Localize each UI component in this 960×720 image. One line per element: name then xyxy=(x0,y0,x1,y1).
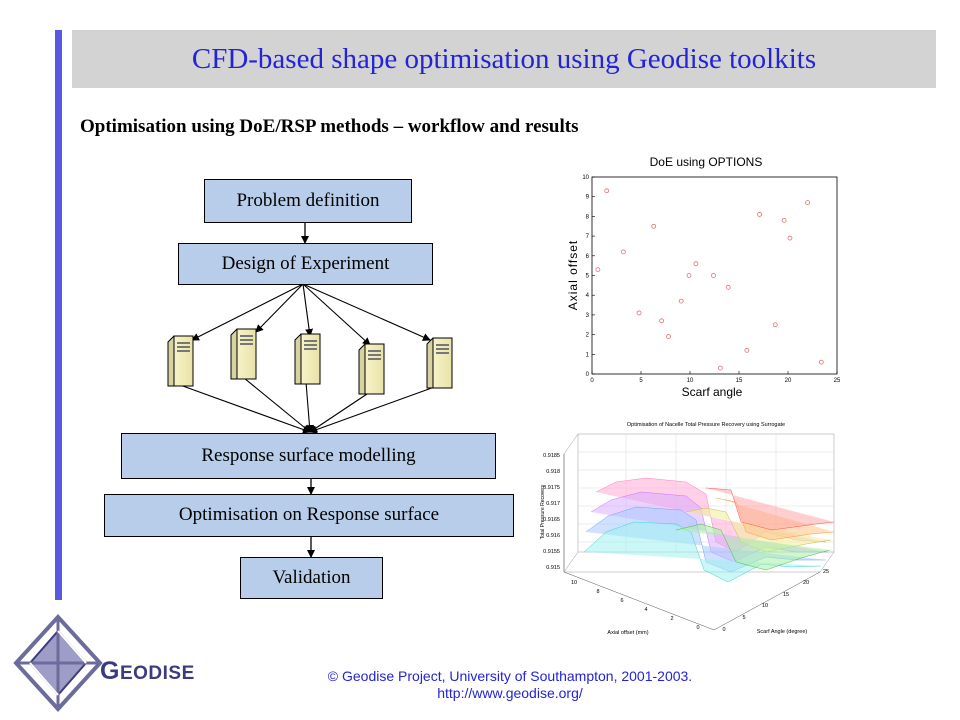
svg-text:0: 0 xyxy=(696,625,699,631)
response-surface-plot: Optimisation of Nacelle Total Pressure R… xyxy=(540,422,835,636)
y-tick-label: 3 xyxy=(586,313,590,319)
geodise-logo-text: GEODISE xyxy=(100,657,195,685)
server-icon xyxy=(230,328,257,380)
y-tick-label: 0 xyxy=(586,372,590,378)
scatter-point xyxy=(651,223,657,229)
slide-title: CFD-based shape optimisation using Geodi… xyxy=(191,43,817,75)
svg-text:0.9185: 0.9185 xyxy=(543,453,560,459)
fanout-lines xyxy=(191,283,431,346)
y-tick-label: 7 xyxy=(586,234,590,240)
svg-text:15: 15 xyxy=(783,592,789,598)
y-tick-label: 1 xyxy=(586,352,590,358)
y-tick-label: 8 xyxy=(586,214,590,220)
surface-y-ticks: 0 5 10 15 20 25 xyxy=(722,569,829,633)
surface-mesh xyxy=(583,477,835,583)
scatter-point xyxy=(744,347,750,353)
svg-text:5: 5 xyxy=(742,615,745,621)
x-tick-label: 20 xyxy=(785,378,792,384)
svg-text:20: 20 xyxy=(803,580,809,586)
step-response-surface-modelling: Response surface modelling xyxy=(121,433,496,479)
fanin-lines xyxy=(179,377,441,434)
step-problem-definition: Problem definition xyxy=(204,179,412,223)
surface-y-label: Scarf Angle (degree) xyxy=(757,629,808,635)
surface-x-label: Axial offset (mm) xyxy=(607,630,648,636)
x-axis-label: Scarf angle xyxy=(682,385,743,399)
step-validation: Validation xyxy=(240,557,383,599)
scatter-point xyxy=(818,359,824,365)
y-tick-label: 6 xyxy=(586,254,590,260)
svg-text:4: 4 xyxy=(644,607,647,613)
scatter-point xyxy=(595,267,601,272)
surface-z-ticks: 0.9185 0.918 0.9175 0.917 0.9165 0.916 0… xyxy=(543,453,560,571)
y-tick-label: 10 xyxy=(582,175,589,181)
svg-text:0.917: 0.917 xyxy=(546,501,560,507)
scatter-point xyxy=(805,200,811,206)
scatter-point xyxy=(604,188,610,194)
x-tick-label: 25 xyxy=(834,378,840,384)
x-tick-label: 0 xyxy=(590,378,594,384)
accent-bar xyxy=(55,30,62,600)
scatter-point xyxy=(781,217,787,223)
svg-text:2: 2 xyxy=(670,616,673,622)
x-tick-label: 10 xyxy=(687,378,694,384)
y-tick-label: 4 xyxy=(586,293,590,299)
x-tick-label: 5 xyxy=(639,378,643,384)
scatter-point xyxy=(666,334,671,339)
svg-text:10: 10 xyxy=(571,580,577,586)
plot-frame xyxy=(591,176,838,375)
scatter-point xyxy=(711,273,716,278)
scatter-point xyxy=(620,249,626,255)
y-tick-label: 9 xyxy=(586,195,590,201)
y-tick-label: 2 xyxy=(586,333,590,339)
svg-text:0.9165: 0.9165 xyxy=(543,517,560,523)
svg-text:8: 8 xyxy=(596,589,599,595)
svg-text:0.915: 0.915 xyxy=(546,565,560,571)
scatter-point xyxy=(757,212,762,217)
y-tick-label: 5 xyxy=(586,274,590,280)
svg-text:6: 6 xyxy=(620,598,623,604)
surface-z-label: Total Pressure Recovery xyxy=(540,484,546,539)
step-optimisation: Optimisation on Response surface xyxy=(104,494,514,537)
svg-text:0: 0 xyxy=(722,627,725,633)
scatter-point xyxy=(772,322,778,328)
scatter-point xyxy=(693,261,699,267)
chart-title: DoE using OPTIONS xyxy=(650,155,763,169)
scatter-point xyxy=(787,235,793,241)
svg-text:10: 10 xyxy=(762,603,768,609)
x-tick-label: 15 xyxy=(736,378,743,384)
server-icon xyxy=(426,337,453,389)
footer-url[interactable]: http://www.geodise.org/ xyxy=(437,685,583,701)
y-axis-label: Axial offset xyxy=(566,240,580,310)
svg-text:0.916: 0.916 xyxy=(546,533,560,539)
svg-text:0.9175: 0.9175 xyxy=(543,485,560,491)
surface-title: Optimisation of Nacelle Total Pressure R… xyxy=(627,422,785,428)
scatter-point xyxy=(725,284,731,290)
svg-text:25: 25 xyxy=(823,569,829,575)
scatter-point xyxy=(636,310,642,316)
scatter-point xyxy=(717,365,723,371)
title-band xyxy=(72,30,936,88)
step-design-of-experiment: Design of Experiment xyxy=(178,243,433,285)
svg-text:0.9155: 0.9155 xyxy=(543,549,560,555)
footer-copyright: © Geodise Project, University of Southam… xyxy=(327,668,693,684)
scatter-point xyxy=(659,318,664,324)
scatter-point xyxy=(686,273,692,278)
server-icon xyxy=(167,335,194,387)
svg-text:0.918: 0.918 xyxy=(546,469,560,475)
doe-scatter-chart: DoE using OPTIONS 0 5 10 15 20 25 0 1 2 3 4 5 6 7 8 9 10… xyxy=(566,155,840,399)
geodise-logo-icon xyxy=(13,614,103,712)
server-icon xyxy=(294,333,321,385)
slide-subtitle: Optimisation using DoE/RSP methods – wor… xyxy=(80,116,579,137)
server-icon xyxy=(358,343,385,395)
surface-x-ticks: 10 8 6 4 2 0 xyxy=(571,580,700,631)
scatter-point xyxy=(678,298,684,304)
